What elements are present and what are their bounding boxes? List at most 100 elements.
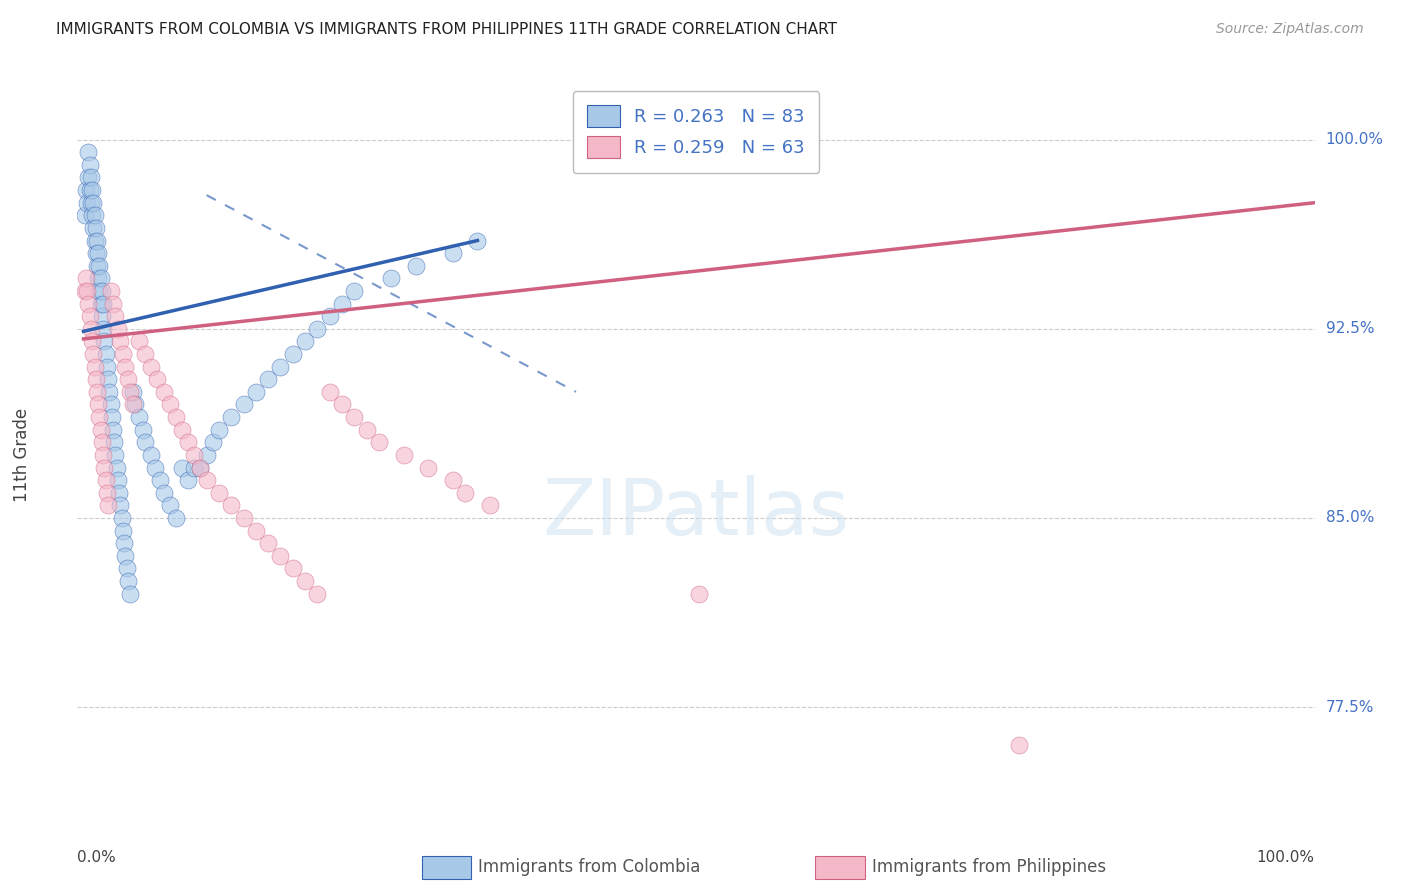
Point (82, 208, 104, 222)
Point (80, 195, 103, 210)
Point (356, 423, 378, 437)
Point (94, 473, 117, 487)
Point (104, 309, 127, 323)
Point (418, 460, 440, 475)
Point (83, 234, 105, 248)
Point (307, 587, 329, 601)
Point (478, 499, 501, 513)
Point (143, 460, 166, 475)
Point (84, 221, 107, 235)
Point (101, 296, 124, 310)
Point (441, 473, 464, 487)
Point (114, 549, 136, 563)
Point (80, 322, 103, 336)
Point (82, 195, 104, 210)
Point (75, 183, 97, 197)
Point (257, 372, 280, 386)
Point (103, 435, 125, 450)
Point (219, 499, 242, 513)
Point (83, 359, 105, 374)
Point (73, 284, 96, 298)
Point (149, 473, 172, 487)
Point (100, 397, 122, 411)
Point (91, 284, 114, 298)
Point (91, 322, 114, 336)
Point (219, 410, 242, 425)
Point (134, 347, 156, 361)
Point (114, 359, 136, 374)
Point (201, 435, 224, 450)
Point (159, 397, 181, 411)
Point (82, 183, 104, 197)
Point (75, 271, 97, 285)
Point (111, 347, 134, 361)
Point (232, 511, 254, 525)
Point (89, 259, 111, 273)
Point (343, 410, 366, 425)
Point (86, 234, 108, 248)
Point (82, 347, 104, 361)
Text: 11th Grade: 11th Grade (13, 408, 31, 502)
Point (117, 372, 139, 386)
Text: IMMIGRANTS FROM COLOMBIA VS IMMIGRANTS FROM PHILIPPINES 11TH GRADE CORRELATION C: IMMIGRANTS FROM COLOMBIA VS IMMIGRANTS F… (56, 22, 837, 37)
Point (117, 574, 139, 588)
Point (124, 397, 146, 411)
Text: 100.0%: 100.0% (1326, 132, 1384, 147)
Point (128, 334, 150, 349)
Point (165, 410, 187, 425)
Point (177, 435, 200, 450)
Point (343, 284, 366, 298)
Point (89, 284, 111, 298)
Point (82, 334, 104, 349)
Text: Immigrants from Philippines: Immigrants from Philippines (872, 858, 1107, 876)
Point (195, 448, 218, 462)
Point (86, 384, 108, 399)
Point (380, 271, 402, 285)
Point (79, 158, 101, 172)
Point (257, 536, 280, 550)
Point (141, 448, 163, 462)
Point (112, 536, 135, 550)
Point (146, 372, 169, 386)
Point (83, 208, 105, 222)
Point (90, 271, 112, 285)
Text: 85.0%: 85.0% (1326, 510, 1374, 525)
Point (688, 587, 710, 601)
Point (100, 284, 122, 298)
Point (93, 334, 115, 349)
Point (177, 473, 200, 487)
Point (77, 296, 100, 310)
Point (89, 410, 111, 425)
Point (111, 511, 134, 525)
Point (131, 423, 153, 437)
Point (90, 423, 112, 437)
Point (91, 309, 114, 323)
Point (110, 499, 132, 513)
Point (245, 384, 267, 399)
Point (107, 473, 129, 487)
Point (319, 384, 342, 399)
Point (294, 574, 316, 588)
Point (392, 448, 415, 462)
Text: 100.0%: 100.0% (1257, 850, 1315, 865)
Point (93, 460, 115, 475)
Point (98, 384, 121, 399)
Point (115, 561, 138, 575)
Point (330, 296, 353, 310)
Point (120, 384, 142, 399)
Point (91, 296, 114, 310)
Point (294, 334, 316, 349)
Point (1008, 738, 1031, 752)
Point (183, 460, 205, 475)
Point (121, 384, 143, 399)
Point (80, 170, 103, 185)
Point (170, 423, 193, 437)
Point (105, 460, 128, 475)
Point (269, 549, 291, 563)
Text: 0.0%: 0.0% (77, 850, 117, 865)
Point (152, 485, 174, 500)
Point (91, 435, 114, 450)
Point (141, 359, 163, 374)
Point (319, 309, 342, 323)
Point (441, 246, 464, 260)
